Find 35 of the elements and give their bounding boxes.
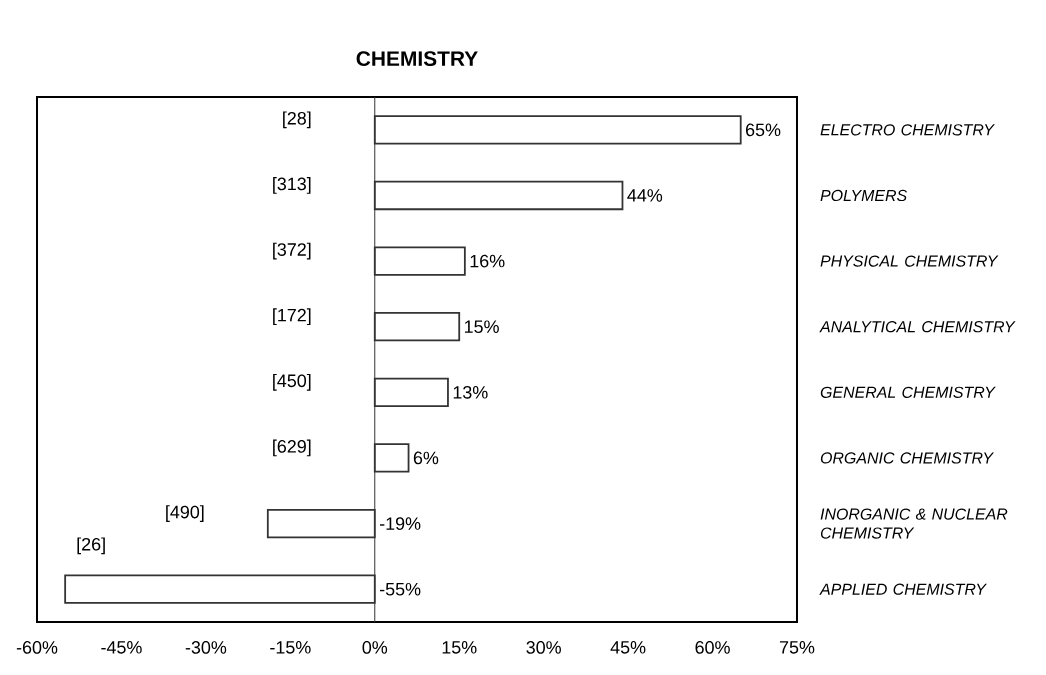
y-tick-label: GENERAL CHEMISTRY (820, 386, 996, 398)
annotation: [490] (166, 505, 204, 522)
data-label: -55% (379, 582, 421, 596)
y-tick-label: ORGANIC CHEMISTRY (820, 452, 994, 464)
y-tick-label: POLYMERS (820, 189, 907, 202)
x-tick-label: 30% (526, 641, 561, 654)
annotation: [629] (273, 439, 311, 457)
x-tick-label: -30% (185, 641, 227, 654)
data-label: 6% (413, 451, 439, 465)
data-label: 44% (627, 189, 663, 202)
y-tick-label: PHYSICAL CHEMISTRY (820, 255, 999, 267)
annotation: [172] (273, 308, 311, 326)
annotation: [372] (273, 242, 311, 260)
data-label: 13% (453, 385, 488, 399)
x-tick-label: 15% (442, 641, 477, 654)
y-tick-label: APPLIED CHEMISTRY (819, 583, 987, 595)
data-label: 65% (746, 123, 781, 137)
annotation: [313] (273, 177, 311, 194)
x-tick-label: 75% (779, 641, 815, 654)
data-label: -19% (379, 517, 421, 530)
data-label: 15% (464, 320, 499, 334)
chart-title: CHEMISTRY (356, 51, 478, 67)
x-tick-label: -60% (16, 641, 58, 654)
x-tick-label: -45% (101, 641, 142, 654)
y-tick-label: ELECTRO CHEMISTRY (820, 124, 995, 136)
y-tick-label: ANALYTICAL CHEMISTRY (819, 321, 1016, 333)
annotation: [28] (283, 111, 311, 129)
x-tick-label: -15% (270, 641, 311, 654)
y-tick-label: INORGANIC & NUCLEAR CHEMISTRY (820, 508, 1008, 539)
data-label: 16% (470, 254, 505, 268)
annotation: [450] (273, 373, 311, 391)
x-tick-label: 0% (362, 641, 388, 654)
annotation: [26] (77, 537, 105, 555)
x-tick-label: 45% (610, 641, 646, 654)
x-tick-label: 60% (695, 641, 730, 654)
